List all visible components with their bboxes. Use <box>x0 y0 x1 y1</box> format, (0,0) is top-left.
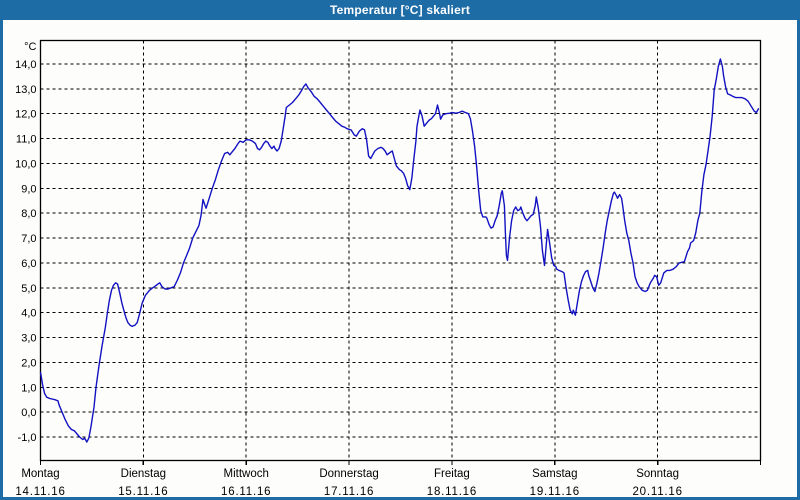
y-tick-label: 14,0 <box>15 59 36 71</box>
y-tick-label: 13,0 <box>15 84 36 96</box>
x-axis-day-label: Dienstag <box>121 468 166 480</box>
x-axis-day-label: Freitag <box>434 468 470 480</box>
x-axis-day-label: Sonntag <box>636 468 679 480</box>
y-tick-label: -1,0 <box>18 432 37 444</box>
y-tick-label: 5,0 <box>21 283 36 295</box>
y-axis-unit-label: °C <box>24 41 36 53</box>
temperature-line-chart: 14,0 13,0 12,0 11,0 10,0 9,0 8,0 7,0 6,0 5,0 4,0 3,… <box>15 39 762 497</box>
y-tick-label: 8,0 <box>21 208 36 220</box>
y-tick-label: 6,0 <box>21 258 36 270</box>
x-axis-date-label: 20.11.16 <box>632 486 682 497</box>
x-axis-day-label: Montag <box>21 468 59 480</box>
y-tick-label: 4,0 <box>21 308 36 320</box>
window-title: Temperatur [°C] skaliert <box>329 3 471 17</box>
y-tick-labels: 14,0 13,0 12,0 11,0 10,0 9,0 8,0 7,0 6,0 5,0 4,0 3,… <box>15 41 36 444</box>
y-tick-label: 0,0 <box>21 407 36 419</box>
x-axis-day-label: Mittwoch <box>224 468 269 480</box>
x-gridlines <box>142 40 659 461</box>
y-tick-label: 2,0 <box>21 357 36 369</box>
x-axis-day-label: Donnerstag <box>319 468 378 480</box>
chart-area: 14,0 13,0 12,0 11,0 10,0 9,0 8,0 7,0 6,0 5,0 4,0 3,… <box>3 20 797 497</box>
x-axis-date-label: 19.11.16 <box>530 486 580 497</box>
x-axis-day-label: Samstag <box>532 468 577 480</box>
window-titlebar[interactable]: Temperatur [°C] skaliert <box>3 0 797 20</box>
y-tick-label: 11,0 <box>16 134 37 146</box>
y-tick-label: 1,0 <box>21 382 36 394</box>
x-ticks <box>39 460 762 465</box>
x-axis-date-label: 17.11.16 <box>324 486 374 497</box>
series-line <box>39 58 760 443</box>
x-axis-date-label: 18.11.16 <box>427 486 477 497</box>
y-tick-label: 12,0 <box>15 109 36 121</box>
y-tick-label: 10,0 <box>15 158 36 170</box>
x-axis-date-label: 15.11.16 <box>118 486 168 497</box>
y-tick-label: 7,0 <box>21 233 36 245</box>
temperature-series-line <box>39 58 760 443</box>
y-tick-label: 3,0 <box>21 333 36 345</box>
plot-border <box>39 39 762 462</box>
x-axis-date-label: 14.11.16 <box>15 486 65 497</box>
y-tick-label: 9,0 <box>21 183 36 195</box>
x-day-labels: Montag 14.11.16 Dienstag 15.11.16 Mittwoch 16… <box>15 468 682 497</box>
y-gridlines <box>40 63 761 438</box>
x-axis-date-label: 16.11.16 <box>221 486 271 497</box>
